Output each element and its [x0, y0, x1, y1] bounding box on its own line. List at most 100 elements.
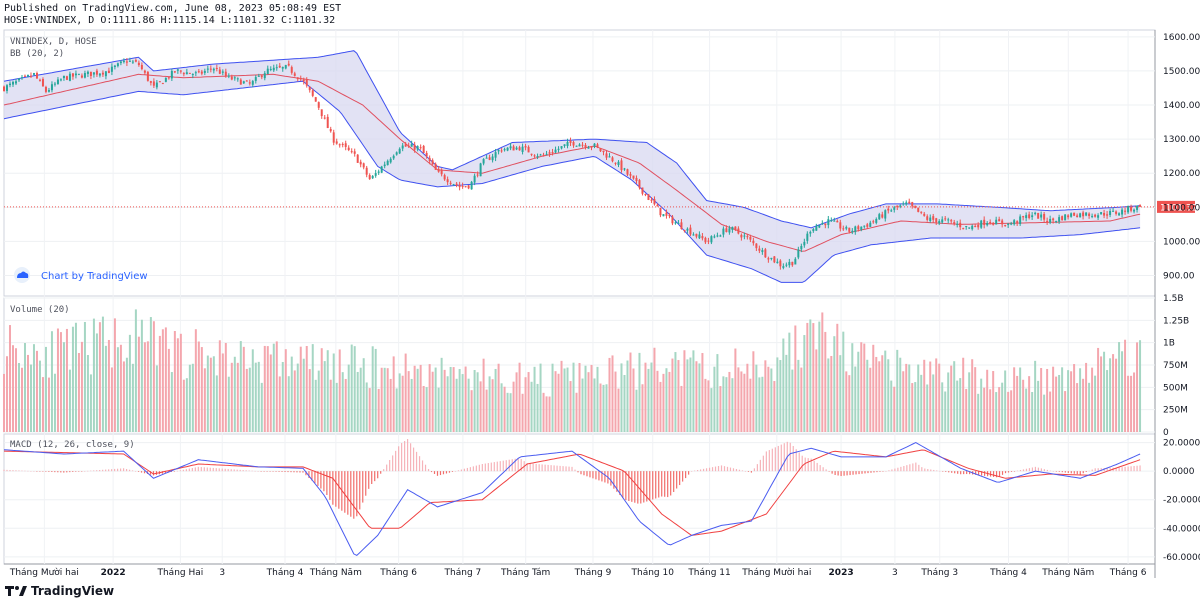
volume-bar	[128, 334, 131, 432]
candle-body	[332, 132, 335, 143]
volume-bar	[851, 343, 854, 432]
candle-body	[1058, 217, 1061, 222]
macd-histogram-bar	[317, 471, 319, 486]
volume-bar	[677, 360, 680, 432]
candle-body	[218, 69, 221, 74]
macd-histogram-bar	[42, 471, 44, 472]
macd-histogram-bar	[969, 471, 971, 475]
candle-body	[83, 73, 86, 78]
macd-histogram-bar	[251, 470, 253, 472]
volume-bar	[146, 341, 149, 432]
volume-bar	[149, 317, 152, 432]
candle-body	[893, 207, 896, 210]
volume-bar	[1139, 340, 1142, 432]
candle-body	[791, 261, 794, 266]
volume-bar	[1001, 382, 1004, 432]
candle-body	[815, 226, 818, 231]
macd-histogram-bar	[1106, 467, 1108, 472]
volume-bar	[251, 349, 254, 432]
candle-body	[986, 223, 989, 226]
volume-bar	[1130, 375, 1133, 432]
volume-axis-tick-label: 250M	[1163, 406, 1188, 416]
volume-bar	[392, 356, 395, 432]
volume-bar	[617, 388, 620, 432]
macd-histogram-bar	[149, 471, 152, 475]
macd-histogram-bar	[957, 471, 959, 474]
volume-bar	[722, 376, 725, 432]
macd-histogram-bar	[472, 466, 474, 472]
time-axis-tick-label: 3	[892, 568, 898, 578]
macd-histogram-bar	[553, 465, 555, 472]
price-axis-tick-label: 1400.00	[1163, 101, 1200, 111]
volume-bar	[776, 357, 779, 432]
volume-bar	[569, 381, 572, 432]
macd-histogram-bar	[981, 471, 983, 476]
volume-bar	[293, 370, 296, 432]
macd-histogram-bar	[834, 471, 836, 475]
volume-bar	[1055, 376, 1058, 432]
macd-histogram-bar	[1094, 468, 1096, 472]
candle-body	[230, 76, 233, 80]
macd-histogram-bar	[717, 466, 720, 472]
volume-bar	[1043, 394, 1046, 432]
candle-body	[668, 215, 671, 217]
macd-histogram-bar	[918, 464, 920, 472]
volume-bar	[755, 364, 758, 432]
macd-histogram-bar	[978, 471, 980, 476]
volume-bar	[296, 363, 299, 432]
macd-histogram-bar	[774, 447, 776, 472]
macd-histogram-bar	[350, 471, 352, 517]
candle-body	[311, 90, 314, 96]
volume-bar	[425, 387, 428, 432]
volume-bar	[26, 354, 29, 432]
volume-bar	[266, 346, 269, 432]
volume-bar	[1121, 351, 1124, 432]
candle-body	[500, 150, 503, 152]
volume-bar	[512, 381, 515, 432]
volume-bar	[98, 322, 101, 432]
footer-brand[interactable]: TradingView	[5, 583, 114, 599]
volume-bar	[458, 369, 461, 432]
candle-body	[1109, 211, 1112, 215]
volume-bar	[47, 377, 50, 432]
volume-bar	[1058, 374, 1061, 432]
candle-body	[248, 82, 251, 84]
macd-histogram-bar	[484, 463, 486, 472]
candle-body	[134, 60, 137, 62]
volume-bar	[560, 360, 563, 432]
candle-body	[920, 211, 923, 213]
candle-body	[842, 228, 845, 230]
candle-body	[677, 222, 680, 224]
volume-bar	[998, 387, 1001, 432]
macd-histogram-bar	[598, 471, 600, 481]
macd-histogram-bar	[72, 471, 74, 472]
candle-body	[398, 148, 401, 154]
volume-bar	[209, 357, 212, 432]
macd-histogram-bar	[122, 468, 125, 472]
volume-bar	[995, 392, 998, 432]
macd-histogram-bar	[335, 471, 337, 507]
macd-histogram-bar	[649, 471, 651, 501]
macd-histogram-bar	[810, 458, 812, 472]
candle-body	[974, 226, 977, 228]
volume-bar	[140, 319, 143, 432]
volume-bar	[1073, 364, 1076, 432]
candle-body	[1139, 205, 1142, 207]
macd-histogram-bar	[966, 471, 968, 475]
macd-histogram-bar	[362, 471, 364, 503]
volume-bar	[767, 366, 770, 432]
macd-histogram-bar	[436, 471, 439, 476]
candle-body	[14, 81, 17, 84]
macd-histogram-bar	[260, 471, 262, 472]
volume-bar	[914, 382, 917, 432]
macd-histogram-bar	[463, 468, 465, 472]
macd-histogram-bar	[245, 470, 247, 472]
volume-bar	[431, 371, 434, 432]
macd-histogram-bar	[215, 468, 217, 472]
volume-bar	[197, 341, 200, 432]
volume-bar	[419, 364, 422, 432]
candle-body	[614, 162, 617, 164]
candle-body	[947, 219, 950, 221]
macd-histogram-bar	[975, 471, 977, 475]
macd-histogram-bar	[377, 471, 379, 479]
